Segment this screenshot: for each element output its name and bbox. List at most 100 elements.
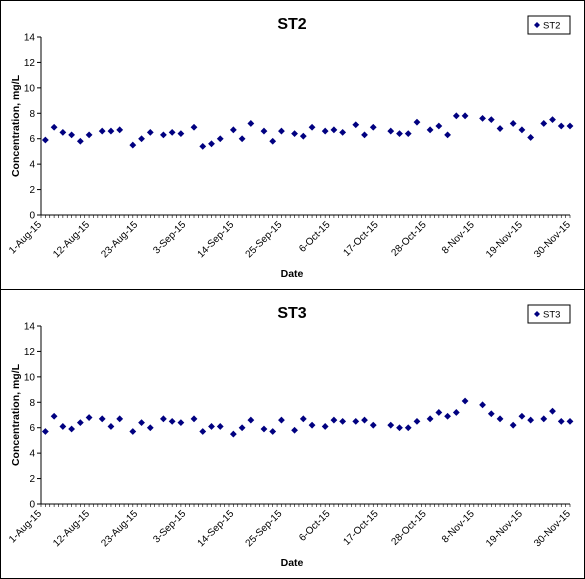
data-point: [566, 417, 574, 425]
data-point: [396, 424, 403, 432]
data-point: [509, 421, 517, 429]
data-point: [435, 409, 443, 416]
x-tick-label: 30-Nov-15: [532, 219, 573, 260]
data-point: [41, 428, 49, 435]
y-tick-label: 12: [24, 58, 36, 69]
data-point: [208, 423, 215, 430]
x-tick-label: 25-Sep-15: [244, 219, 285, 260]
y-tick-label: 12: [24, 347, 36, 358]
data-point: [208, 140, 215, 148]
data-point: [247, 416, 255, 424]
x-axis-label: Date: [281, 557, 304, 569]
series-points: [41, 112, 574, 150]
data-point: [566, 122, 574, 130]
data-point: [98, 127, 106, 135]
data-point: [369, 123, 377, 131]
y-tick-label: 6: [29, 134, 35, 145]
data-point: [146, 424, 154, 432]
data-point: [107, 423, 115, 430]
data-point: [138, 419, 145, 427]
legend-marker: [534, 22, 540, 28]
data-point: [41, 136, 49, 144]
data-point: [68, 131, 76, 139]
data-point: [50, 123, 58, 131]
data-point: [540, 120, 548, 127]
data-point: [146, 128, 154, 136]
x-tick-label: 23-Aug-15: [99, 508, 140, 549]
x-tick-label: 28-Oct-15: [390, 508, 430, 548]
data-point: [509, 120, 517, 127]
data-point: [229, 430, 237, 438]
x-tick-label: 14-Sep-15: [196, 508, 237, 549]
chart-panel-st2: ST2 0 2 4 6 8 10 12 14 1-Aug-15 12-Aug-15 23-Aug-15…: [0, 0, 585, 290]
y-tick-label: 2: [29, 185, 35, 196]
data-point: [116, 126, 124, 134]
y-tick-label: 14: [24, 322, 36, 333]
y-tick-label: 10: [24, 83, 36, 94]
x-tick-label: 3-Sep-15: [151, 508, 188, 545]
data-point: [190, 123, 198, 131]
data-point: [527, 134, 535, 141]
data-point: [452, 112, 460, 120]
data-point: [160, 131, 167, 139]
data-point: [487, 410, 495, 418]
x-tick-label: 19-Nov-15: [484, 508, 525, 549]
y-tick-label: 6: [29, 423, 35, 434]
data-point: [76, 137, 84, 145]
data-point: [452, 409, 460, 416]
data-point: [278, 127, 285, 135]
data-point: [160, 415, 167, 423]
data-point: [85, 131, 93, 139]
data-point: [229, 126, 237, 134]
legend-label: ST2: [543, 21, 560, 32]
x-tick-label: 19-Nov-15: [484, 219, 525, 260]
data-point: [107, 127, 115, 135]
data-point: [387, 421, 395, 429]
data-point: [444, 131, 451, 139]
y-tick-label: 10: [24, 372, 36, 383]
data-point: [549, 407, 556, 415]
data-point: [496, 415, 504, 423]
x-tick-label: 1-Aug-15: [7, 508, 44, 545]
x-tick-label: 17-Oct-15: [341, 508, 381, 548]
data-point: [260, 425, 268, 433]
data-point: [278, 416, 285, 424]
data-point: [98, 415, 106, 423]
data-point: [291, 426, 298, 434]
chart-st2: ST2 0 2 4 6 8 10 12 14 1-Aug-15 12-Aug-15 23-Aug-15…: [7, 15, 574, 280]
data-point: [330, 416, 338, 424]
data-point: [557, 122, 565, 130]
y-tick-label: 0: [29, 500, 35, 511]
data-point: [116, 415, 124, 423]
data-point: [404, 424, 412, 432]
x-tick-label: 23-Aug-15: [99, 219, 140, 260]
y-tick-label: 0: [29, 211, 35, 222]
data-point: [129, 428, 137, 435]
data-point: [461, 397, 469, 405]
data-point: [426, 415, 434, 423]
data-point: [444, 412, 451, 420]
data-point: [269, 137, 277, 145]
data-point: [216, 423, 224, 430]
y-tick-label: 8: [29, 398, 35, 409]
data-point: [361, 416, 368, 424]
legend: ST3: [527, 304, 571, 324]
data-point: [339, 128, 347, 136]
data-point: [177, 130, 185, 138]
data-point: [339, 417, 347, 425]
data-point: [461, 112, 469, 120]
data-point: [352, 417, 360, 425]
data-point: [199, 428, 207, 435]
data-point: [190, 415, 198, 423]
y-tick-label: 4: [29, 449, 35, 460]
data-point: [76, 419, 84, 427]
data-point: [269, 428, 277, 435]
x-tick-label: 1-Aug-15: [7, 219, 44, 256]
y-tick-label: 2: [29, 474, 35, 485]
data-point: [479, 114, 486, 122]
x-tick-label: 25-Sep-15: [244, 508, 285, 549]
legend-label: ST3: [543, 310, 560, 321]
data-point: [85, 414, 93, 421]
data-point: [361, 131, 368, 139]
data-point: [168, 128, 176, 136]
